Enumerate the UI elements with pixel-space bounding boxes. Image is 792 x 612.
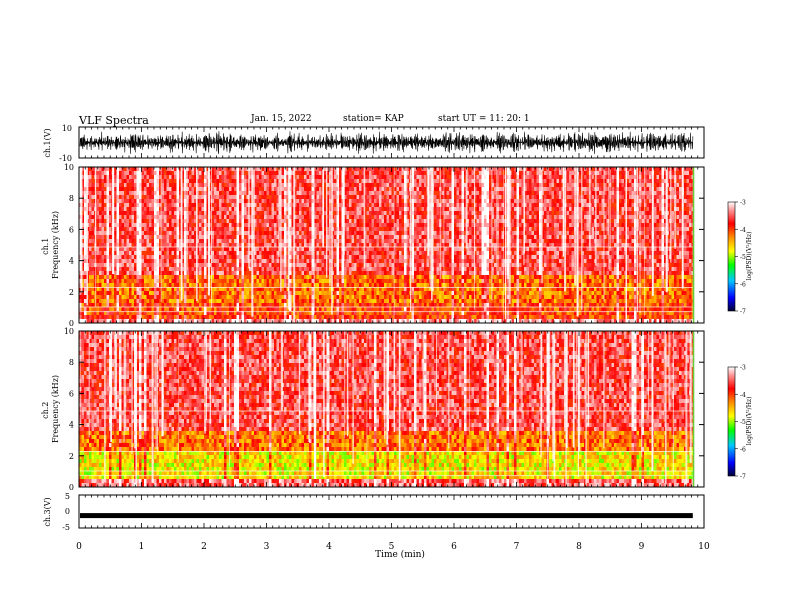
- recording-date: Jan. 15, 2022: [251, 114, 312, 124]
- ch1-spectrogram-ytick-label: 10: [64, 163, 74, 172]
- ch1-spectrogram-panel: 0 2 4 6 8 10 ch.1 Frequency (kHz): [41, 163, 705, 328]
- colorbar-tick-label: -3: [740, 200, 746, 207]
- colorbar-tick-label: -3: [740, 365, 746, 372]
- ch2-spectrogram-ytick-label: 8: [69, 358, 74, 367]
- ch1-waveform-trace: [79, 131, 694, 155]
- colorbar-tick-label: -4: [740, 227, 746, 234]
- ch2-spectrogram-ytick-label: 4: [69, 421, 74, 430]
- start-time-label: start UT = 11: 20: 1: [438, 114, 530, 124]
- x-tick-label: 7: [514, 542, 520, 552]
- ch1-ytick-bottom: -10: [59, 154, 72, 163]
- x-tick-label: 4: [326, 542, 332, 552]
- ch3-waveform-panel: 5 0 -5 ch.3(V) 0 1 2 3 4 5 6 7 8 9 10 Time (min): [43, 127, 710, 560]
- ch1-ytick-top: 10: [62, 124, 72, 133]
- x-tick-label: 1: [139, 542, 145, 552]
- ch2-colorbar-label: log(PSD)(V²/Hz): [746, 397, 753, 446]
- ch1-spectrogram-ytick-label: 6: [69, 225, 74, 234]
- colorbar-tick-label: -7: [740, 309, 746, 316]
- colorbar-tick-label: -6: [740, 281, 746, 288]
- ch1-spectrogram-ytick-label: 2: [69, 288, 74, 297]
- ch1-colorbar-label: log(PSD)(V²/Hz): [746, 232, 753, 281]
- x-tick-label: 9: [639, 542, 645, 552]
- ch2-spectrogram-panel: 0 2 4 6 8 10 ch.2 Frequency (kHz): [41, 327, 705, 492]
- ch3-ytick-top: 5: [65, 492, 70, 501]
- ch3-waveform-trace: [80, 513, 693, 519]
- ch2-colorbar: -3 -4 -5 -6 -7 log(PSD)(V²/Hz): [727, 365, 753, 481]
- ch3-ytick-middle: 0: [65, 507, 70, 516]
- x-tick-label: 6: [451, 542, 457, 552]
- ch1-spectrogram-ylabel: ch.1 Frequency (kHz): [41, 211, 60, 279]
- ch1-spectrogram-image: [79, 167, 705, 324]
- ch2-spectrogram-image: [79, 331, 705, 488]
- x-tick-label: 10: [698, 542, 710, 552]
- x-tick-label: 3: [264, 542, 270, 552]
- ch2-spectrogram-ytick-label: 6: [69, 389, 74, 398]
- ch1-colorbar-gradient: [727, 201, 736, 312]
- colorbar-tick-label: -7: [740, 474, 746, 481]
- x-tick-label: 2: [201, 542, 207, 552]
- station-label: station= KAP: [343, 114, 404, 124]
- ch1-spectrogram-ytick-label: 4: [69, 257, 74, 266]
- colorbar-tick-label: -5: [740, 254, 746, 261]
- ch2-spectrogram-ylabel: ch.2 Frequency (kHz): [41, 375, 60, 443]
- ch3-waveform-frame: [78, 494, 705, 529]
- ch2-spectrogram-ytick-label: 10: [64, 327, 74, 336]
- ch3-ytick-bottom: -5: [62, 523, 70, 532]
- colorbar-tick-label: -6: [740, 446, 746, 453]
- x-tick-label: 8: [576, 542, 582, 552]
- colorbar-tick-label: -5: [740, 419, 746, 426]
- ch1-spectrogram-ytick-label: 8: [69, 194, 74, 203]
- ch2-colorbar-gradient: [727, 366, 736, 477]
- chart-title: VLF Spectra: [79, 114, 149, 127]
- ch2-spectrogram-ytick-label: 2: [69, 452, 74, 461]
- x-axis-label: Time (min): [375, 549, 425, 560]
- ch1-waveform-panel: 10 -10 ch.1(V): [43, 124, 705, 163]
- ch1-ylabel: ch.1(V): [43, 128, 52, 157]
- ch2-spectrogram-ytick-label: 0: [69, 483, 74, 492]
- x-tick-label: 0: [76, 542, 82, 552]
- x-tick-label: 5: [389, 542, 395, 552]
- ch1-colorbar: -3 -4 -5 -6 -7 log(PSD)(V²/Hz): [727, 200, 753, 316]
- colorbar-tick-label: -4: [740, 392, 746, 399]
- ch3-ylabel: ch.3(V): [43, 497, 52, 526]
- ch1-spectrogram-ytick-label: 0: [69, 319, 74, 328]
